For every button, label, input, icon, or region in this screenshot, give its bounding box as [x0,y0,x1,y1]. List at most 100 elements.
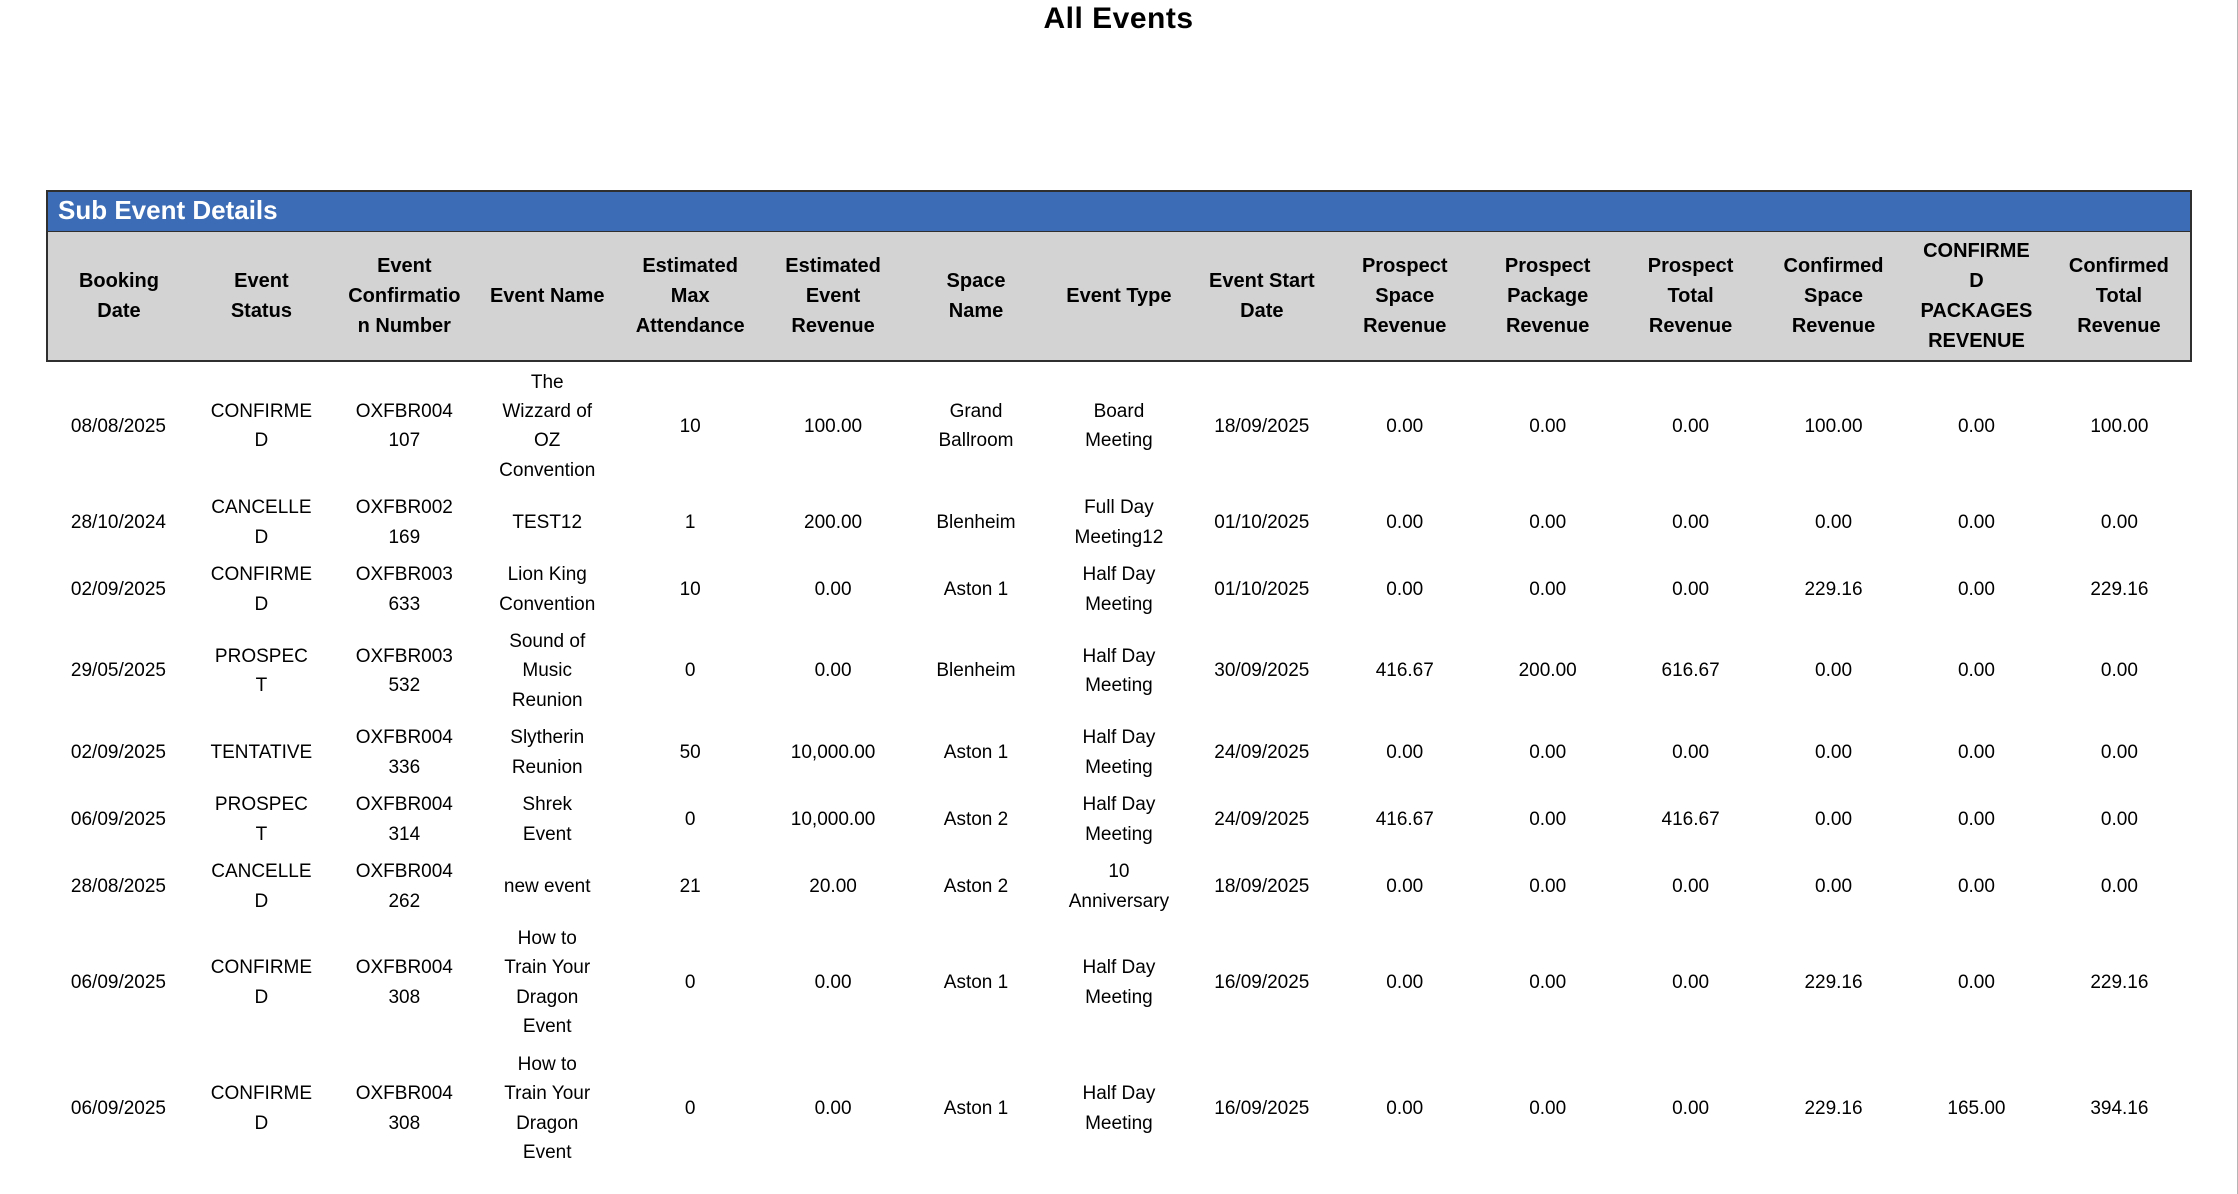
table-cell: 0.00 [2047,489,2191,557]
table-cell: CONFIRMED [189,556,333,623]
table-cell: 0.00 [1476,853,1620,920]
column-header: Event Name [475,231,619,362]
table-cell: OXFBR003532 [332,623,476,720]
table-cell: Aston 1 [904,556,1048,623]
table-cell: 0.00 [1476,719,1620,787]
table-cell: OXFBR004314 [332,786,476,854]
table-cell: 0.00 [1619,853,1763,920]
table-cell: CANCELLED [189,489,333,557]
table-cell: 0 [618,623,762,720]
table-cell: 0.00 [1476,1045,1620,1172]
table-row: 02/09/2025 CONFIRMED OXFBR003633 Lion King … [47,556,2191,623]
table-cell: 0.00 [1762,623,1905,720]
table-cell: 0.00 [1904,853,2048,920]
column-header: CONFIRMED PACKAGES REVENUE [1904,231,2048,362]
table-cell: How to Train Your Dragon Event [475,919,619,1046]
table-cell: Shrek Event [475,786,619,854]
table-cell: 229.16 [2047,556,2191,623]
table-cell: 0.00 [1333,853,1477,920]
column-header: Prospect Package Revenue [1476,231,1620,362]
table-cell: The Wizzard of OZ Convention [475,360,619,490]
table-cell: 416.67 [1333,786,1477,854]
table-cell: OXFBR003633 [332,556,476,623]
table-cell: 0.00 [1476,489,1620,557]
table-cell: 06/09/2025 [47,1045,190,1172]
table-row: 28/10/2024 CANCELLED OXFBR002169 TEST12 1 200… [47,489,2191,557]
table-cell: Sound of Music Reunion [475,623,619,720]
column-header: Event Status [189,231,333,362]
table-cell: 0.00 [1904,556,2048,623]
table-cell: 16/09/2025 [1190,1045,1334,1172]
table-cell: PROSPECT [189,623,333,720]
table-cell: Half Day Meeting [1047,623,1191,720]
table-cell: 416.67 [1619,786,1763,854]
table-cell: 200.00 [761,489,905,557]
table-cell: 0.00 [1333,919,1477,1046]
column-header: Event Type [1047,231,1191,362]
table-cell: 29/05/2025 [47,623,190,720]
table-cell: 0.00 [1762,853,1905,920]
table-cell: 0.00 [761,1045,905,1172]
table-cell: 0.00 [1476,919,1620,1046]
table-cell: 10,000.00 [761,719,905,787]
table-cell: 100.00 [2047,360,2191,490]
table-cell: 16/09/2025 [1190,919,1334,1046]
table-cell: 0.00 [1476,786,1620,854]
table-cell: Full Day Meeting12 [1047,489,1191,557]
table-cell: PROSPECT [189,786,333,854]
table-cell: Half Day Meeting [1047,719,1191,787]
column-header: Booking Date [46,231,190,362]
column-header: Prospect Space Revenue [1333,231,1477,362]
table-cell: Aston 1 [904,719,1048,787]
table-cell: CONFIRMED [189,919,333,1046]
column-header: Prospect Total Revenue [1619,231,1763,362]
column-header: Event Confirmation Number [332,231,476,362]
table-cell: TENTATIVE [189,719,333,787]
column-header: Space Name [904,231,1048,362]
table-cell: 28/10/2024 [47,489,190,557]
table-cell: Blenheim [904,489,1048,557]
column-header-row: Booking Date Event Status Event Confirmati… [46,231,2192,362]
table-cell: 24/09/2025 [1190,719,1334,787]
table-cell: 229.16 [1762,1045,1905,1172]
table-cell: TEST12 [475,489,619,557]
table-row: 29/05/2025 PROSPECT OXFBR003532 Sound of Mu… [47,623,2191,720]
table-cell: 0.00 [1619,360,1763,490]
table-cell: 0.00 [2047,853,2191,920]
table-cell: 10 [618,556,762,623]
table-cell: 0.00 [1762,786,1905,854]
table-cell: 50 [618,719,762,787]
table-cell: 0.00 [1476,360,1620,490]
table-cell: 0.00 [1904,786,2048,854]
table-cell: 21 [618,853,762,920]
table-cell: 0.00 [1904,489,2048,557]
table-row: 28/08/2025 CANCELLED OXFBR004262 new event 2… [47,853,2191,920]
table-cell: 0.00 [1333,360,1477,490]
table-cell: 0.00 [1619,719,1763,787]
table-cell: 0.00 [761,919,905,1046]
table-cell: 0.00 [2047,719,2191,787]
table-cell: CONFIRMED [189,1045,333,1172]
table-cell: 229.16 [2047,919,2191,1046]
table-cell: Slytherin Reunion [475,719,619,787]
table-cell: 0.00 [2047,786,2191,854]
table-cell: 18/09/2025 [1190,853,1334,920]
table-cell: CONFIRMED [189,360,333,490]
table-cell: 0.00 [761,556,905,623]
section-title: Sub Event Details [46,190,2192,232]
table-cell: 0.00 [1904,360,2048,490]
table-cell: Grand Ballroom [904,360,1048,490]
column-header: Estimated Max Attendance [618,231,762,362]
table-cell: Half Day Meeting [1047,786,1191,854]
table-cell: 1 [618,489,762,557]
table-cell: 0.00 [1619,919,1763,1046]
table-cell: 08/08/2025 [47,360,190,490]
table-cell: OXFBR004308 [332,919,476,1046]
table-cell: 0.00 [1762,489,1905,557]
table-cell: 0.00 [1762,719,1905,787]
table-cell: 06/09/2025 [47,786,190,854]
table-cell: Lion King Convention [475,556,619,623]
table-cell: How to Train Your Dragon Event [475,1045,619,1172]
table-cell: 24/09/2025 [1190,786,1334,854]
